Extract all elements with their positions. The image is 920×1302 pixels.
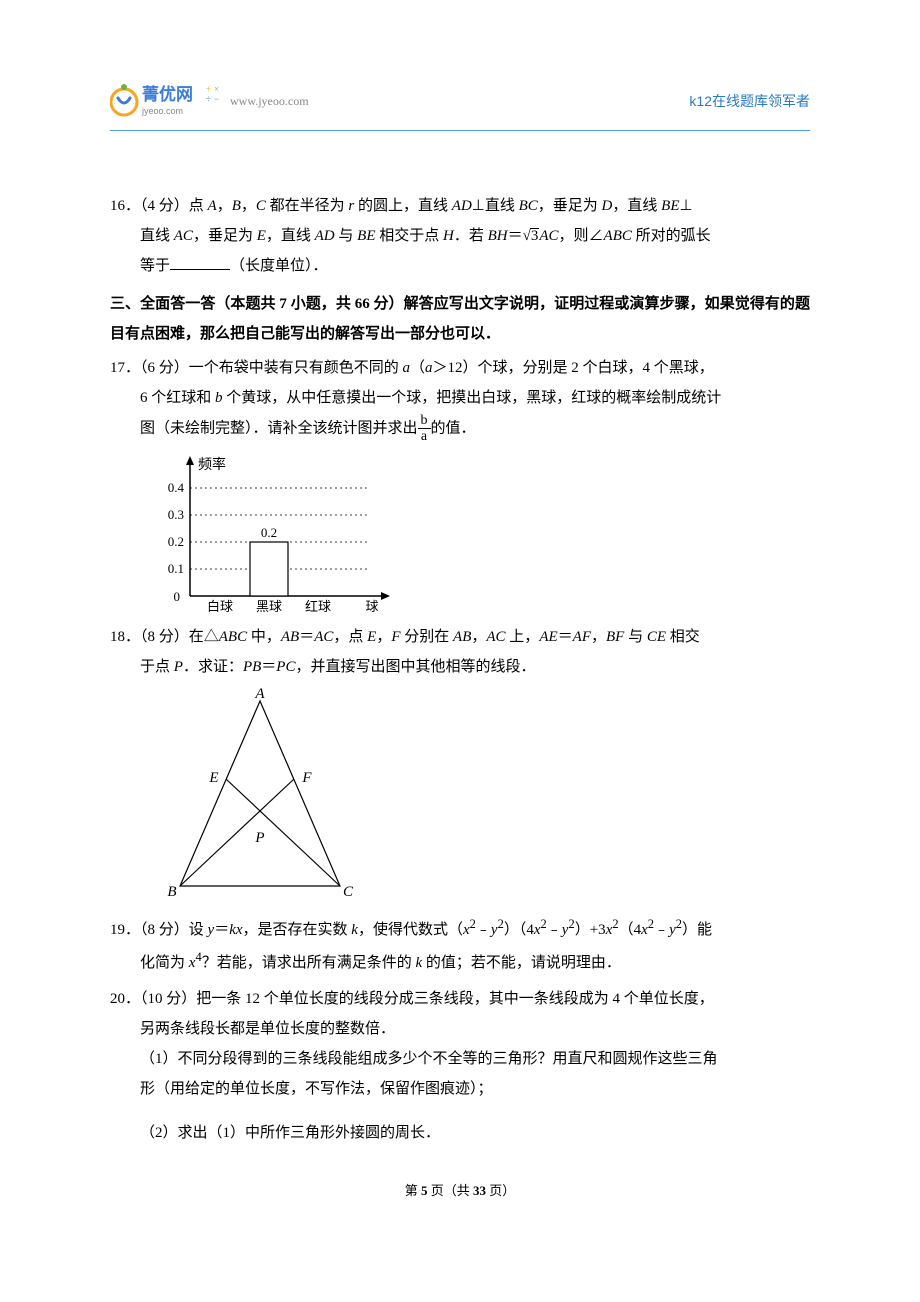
svg-text:E: E: [208, 770, 218, 786]
q17-line1: 17．（6 分）一个布袋中装有只有颜色不同的 a（a＞12）个球，分别是 2 个…: [110, 353, 810, 383]
q18-line1: 18．（8 分）在△ABC 中，AB＝AC，点 E，F 分别在 AB，AC 上，…: [110, 622, 810, 652]
svg-text:÷: ÷: [206, 94, 211, 104]
svg-text:P: P: [254, 830, 264, 846]
header-tagline: k12在线题库领军者: [689, 87, 810, 115]
svg-text:红球: 红球: [305, 599, 331, 614]
page-header: 菁优网 jyeoo.com + × ÷ − www.jyeoo.com k12在…: [110, 80, 810, 131]
q20-sub1b: 形（用给定的单位长度，不写作法，保留作图痕迹）；: [110, 1074, 810, 1104]
fraction-b-a: ba: [418, 413, 431, 445]
svg-text:A: A: [254, 686, 265, 702]
svg-text:球: 球: [365, 599, 378, 614]
q16-line1: 16．（4 分）点 A，B，C 都在半径为 r 的圆上，直线 AD⊥直线 BC，…: [110, 191, 810, 221]
q18-diagram: A B C E F P: [160, 686, 810, 906]
svg-text:0.2: 0.2: [168, 534, 184, 549]
page-container: 菁优网 jyeoo.com + × ÷ − www.jyeoo.com k12在…: [0, 0, 920, 1302]
svg-text:0.1: 0.1: [168, 561, 184, 576]
svg-text:−: −: [214, 94, 219, 104]
q19-line2: 化简为 x4？若能，请求出所有满足条件的 k 的值；若不能，请说明理由．: [110, 945, 810, 978]
question-19: 19．（8 分）设 y＝kx，是否存在实数 k，使得代数式（x2﹣y2）（4x2…: [110, 912, 810, 978]
svg-text:0.3: 0.3: [168, 507, 184, 522]
svg-text:C: C: [343, 884, 354, 900]
q17-line3: 图（未绘制完整）．请补全该统计图并求出ba的值．: [110, 413, 810, 445]
q20-sub2: （2）求出（1）中所作三角形外接圆的周长．: [110, 1118, 810, 1148]
q17-line2: 6 个红球和 b 个黄球，从中任意摸出一个球，把摸出白球，黑球，红球的概率绘制成…: [110, 383, 810, 413]
q16-line2: 直线 AC，垂足为 E，直线 AD 与 BE 相交于点 H．若 BH＝√3AC，…: [110, 221, 810, 251]
page-footer: 第 5 页（共 33 页）: [110, 1178, 810, 1204]
svg-text:菁优网: 菁优网: [142, 84, 193, 104]
svg-text:F: F: [301, 770, 312, 786]
svg-text:白球: 白球: [207, 599, 233, 614]
svg-text:0: 0: [174, 589, 181, 604]
q19-line1: 19．（8 分）设 y＝kx，是否存在实数 k，使得代数式（x2﹣y2）（4x2…: [110, 912, 810, 945]
q20-sub1: （1）不同分段得到的三条线段能组成多少个不全等的三角形？用直尺和圆规作这些三角: [110, 1044, 810, 1074]
q17-chart: 频率 0 0.1 0.2 0.3 0.4 0.2 白球 黑球 红球 球: [150, 451, 810, 616]
answer-blank[interactable]: [170, 255, 230, 270]
triangle-diagram: A B C E F P: [160, 686, 370, 906]
q16-line3: 等于（长度单位）．: [110, 251, 810, 281]
svg-text:+: +: [206, 84, 211, 94]
q18-line2: 于点 P．求证：PB＝PC，并直接写出图中其他相等的线段．: [110, 652, 810, 682]
svg-text:黑球: 黑球: [256, 599, 282, 614]
q20-line1: 20．（10 分）把一条 12 个单位长度的线段分成三条线段，其中一条线段成为 …: [110, 984, 810, 1014]
logo-block: 菁优网 jyeoo.com + × ÷ − www.jyeoo.com: [110, 80, 309, 122]
section-3-heading: 三、全面答一答（本题共 7 小题，共 66 分）解答应写出文字说明，证明过程或演…: [110, 289, 810, 349]
svg-text:0.2: 0.2: [261, 525, 277, 540]
svg-text:B: B: [167, 884, 176, 900]
question-18: 18．（8 分）在△ABC 中，AB＝AC，点 E，F 分别在 AB，AC 上，…: [110, 622, 810, 906]
q20-line2: 另两条线段长都是单位长度的整数倍．: [110, 1014, 810, 1044]
svg-text:×: ×: [214, 84, 219, 94]
frequency-bar-chart: 频率 0 0.1 0.2 0.3 0.4 0.2 白球 黑球 红球 球: [150, 451, 400, 616]
question-17: 17．（6 分）一个布袋中装有只有颜色不同的 a（a＞12）个球，分别是 2 个…: [110, 353, 810, 616]
svg-text:jyeoo.com: jyeoo.com: [141, 106, 183, 116]
site-url: www.jyeoo.com: [230, 89, 309, 113]
jyeoo-logo-icon: 菁优网 jyeoo.com + × ÷ −: [110, 80, 220, 122]
question-16: 16．（4 分）点 A，B，C 都在半径为 r 的圆上，直线 AD⊥直线 BC，…: [110, 191, 810, 281]
question-20: 20．（10 分）把一条 12 个单位长度的线段分成三条线段，其中一条线段成为 …: [110, 984, 810, 1148]
svg-text:0.4: 0.4: [168, 480, 185, 495]
svg-text:频率: 频率: [198, 456, 226, 473]
